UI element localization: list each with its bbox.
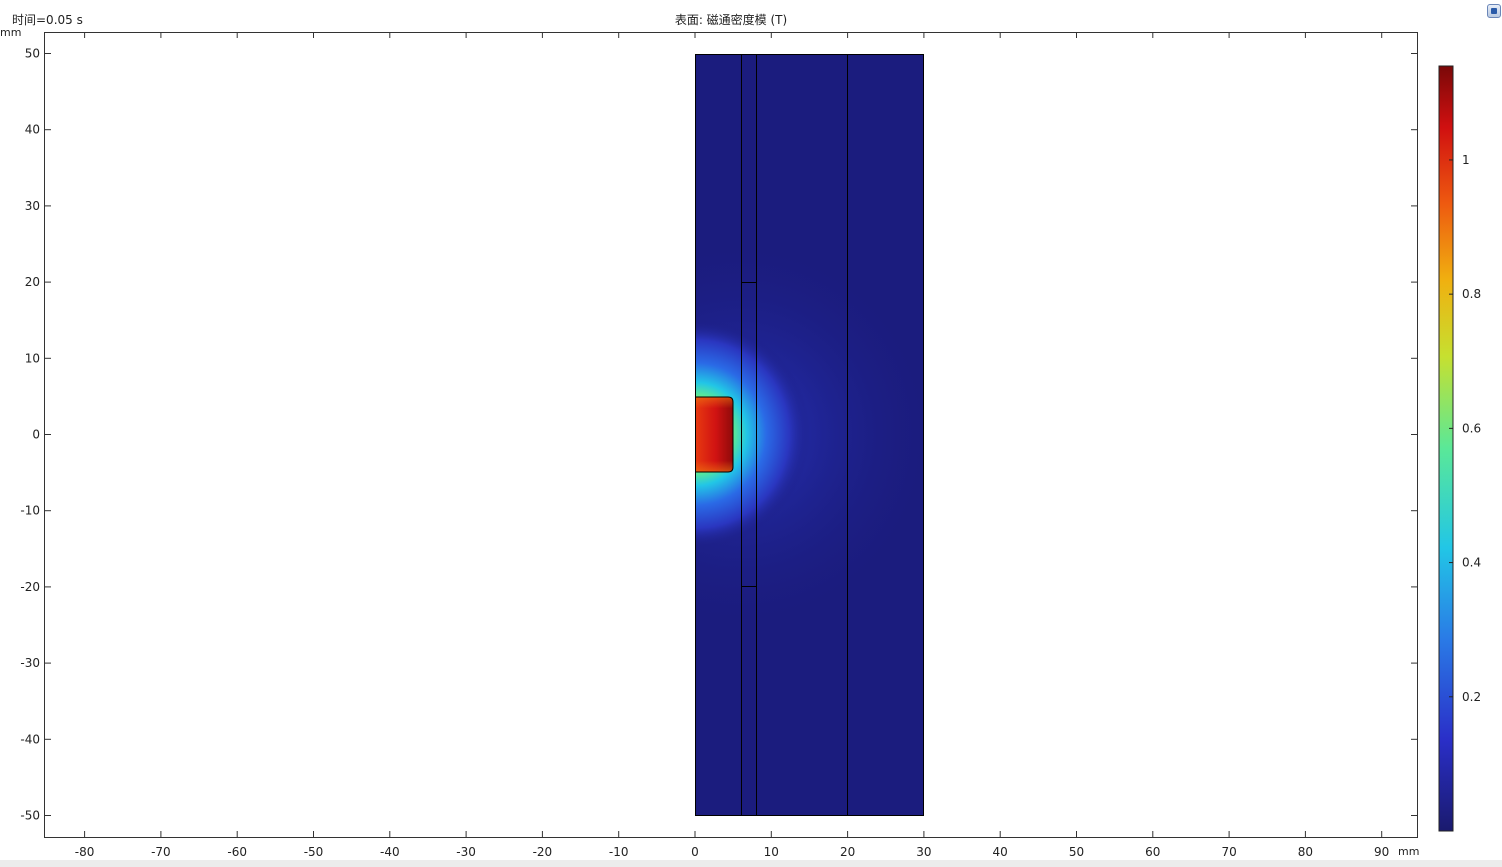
x-tick-label: -70 [151,845,171,859]
plot-title: 表面: 磁通密度模 (T) [674,13,788,27]
y-tick-label: 0 [32,428,40,442]
x-tick-label: -30 [456,845,476,859]
x-tick-label: -20 [533,845,553,859]
x-tick-label: 10 [764,845,779,859]
x-axis: -80 -70 -60 -50 -40 -30 -20 -10 0 10 20 30 40 50 60 70 8… [75,32,1389,859]
x-tick-label: -40 [380,845,400,859]
colorbar-tick-label: 1 [1462,153,1470,167]
x-tick-label: -10 [609,845,629,859]
geometry-outlines [695,54,924,816]
colorbar-tick-label: 0.2 [1462,690,1481,704]
y-axis: 50 40 30 20 10 0 -10 -20 -30 -40 -50 [20,47,1417,823]
colorbar [1438,65,1454,832]
y-tick-label: 50 [25,47,40,61]
y-tick-label: 40 [25,123,40,137]
x-axis-unit: mm [1398,845,1420,858]
x-tick-label: 80 [1298,845,1313,859]
x-tick-label: 40 [993,845,1008,859]
x-tick-label: -50 [304,845,324,859]
x-tick-label: 0 [691,845,699,859]
x-tick-label: 60 [1145,845,1160,859]
y-tick-label: 30 [25,199,40,213]
x-tick-label: 90 [1374,845,1389,859]
y-tick-label: -50 [20,809,40,823]
x-tick-label: 30 [916,845,931,859]
colorbar-ticks: 1 0.8 0.6 0.4 0.2 [1449,153,1481,704]
x-tick-label: 50 [1069,845,1084,859]
y-tick-label: -30 [20,656,40,670]
colorbar-tick-label: 0.4 [1462,556,1481,570]
colorbar-tick-label: 0.8 [1462,287,1481,301]
simulation-domain [695,54,924,816]
x-tick-label: 70 [1221,845,1236,859]
magnet-region [695,396,734,473]
y-tick-label: -40 [20,732,40,746]
y-tick-label: 20 [25,275,40,289]
y-tick-label: -20 [20,580,40,594]
status-strip [0,860,1502,867]
x-tick-label: -80 [75,845,95,859]
colorbar-tick-label: 0.6 [1462,421,1481,435]
time-label: 时间=0.05 s [12,13,83,27]
y-tick-label: 10 [25,351,40,365]
x-tick-label: -60 [227,845,247,859]
y-tick-label: -10 [20,504,40,518]
x-tick-label: 20 [840,845,855,859]
toolbar-toggle-icon[interactable] [1487,4,1501,18]
y-axis-unit: mm [0,26,22,39]
